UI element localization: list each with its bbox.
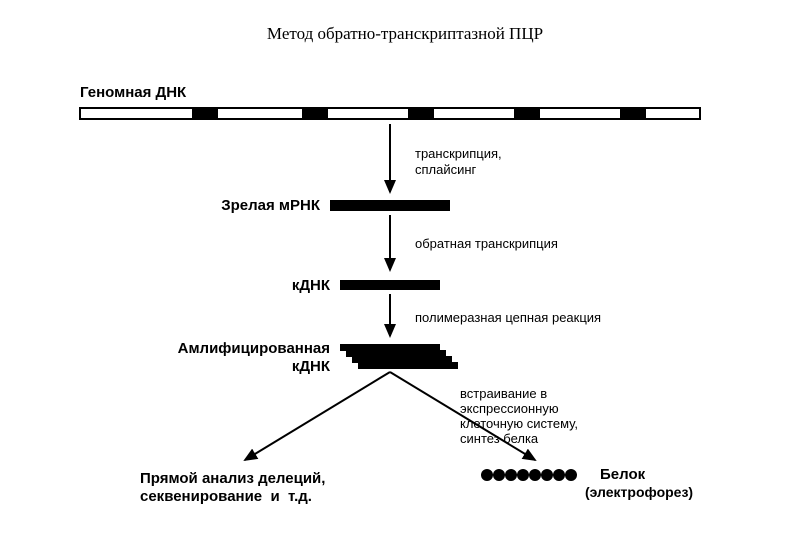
diagram-svg	[0, 0, 810, 540]
protein-dot-0	[481, 469, 493, 481]
protein-dot-5	[541, 469, 553, 481]
amplified-cdna-bar-3	[358, 362, 458, 369]
arrow-fork-left	[245, 372, 390, 460]
amplified-cdna-bar-2	[352, 356, 452, 363]
mrna-bar	[330, 200, 450, 211]
protein-dot-7	[565, 469, 577, 481]
genomic-dna-exon-4	[620, 108, 646, 119]
protein-dot-1	[493, 469, 505, 481]
genomic-dna-exon-1	[302, 108, 328, 119]
cdna-bar	[340, 280, 440, 290]
protein-dot-2	[505, 469, 517, 481]
amplified-cdna-bar-0	[340, 344, 440, 351]
protein-dot-4	[529, 469, 541, 481]
arrow-fork-right	[390, 372, 535, 460]
genomic-dna-exon-0	[192, 108, 218, 119]
genomic-dna-bar	[80, 108, 700, 119]
amplified-cdna-bar-1	[346, 350, 446, 357]
protein-dot-3	[517, 469, 529, 481]
genomic-dna-exon-3	[514, 108, 540, 119]
protein-dot-6	[553, 469, 565, 481]
genomic-dna-exon-2	[408, 108, 434, 119]
